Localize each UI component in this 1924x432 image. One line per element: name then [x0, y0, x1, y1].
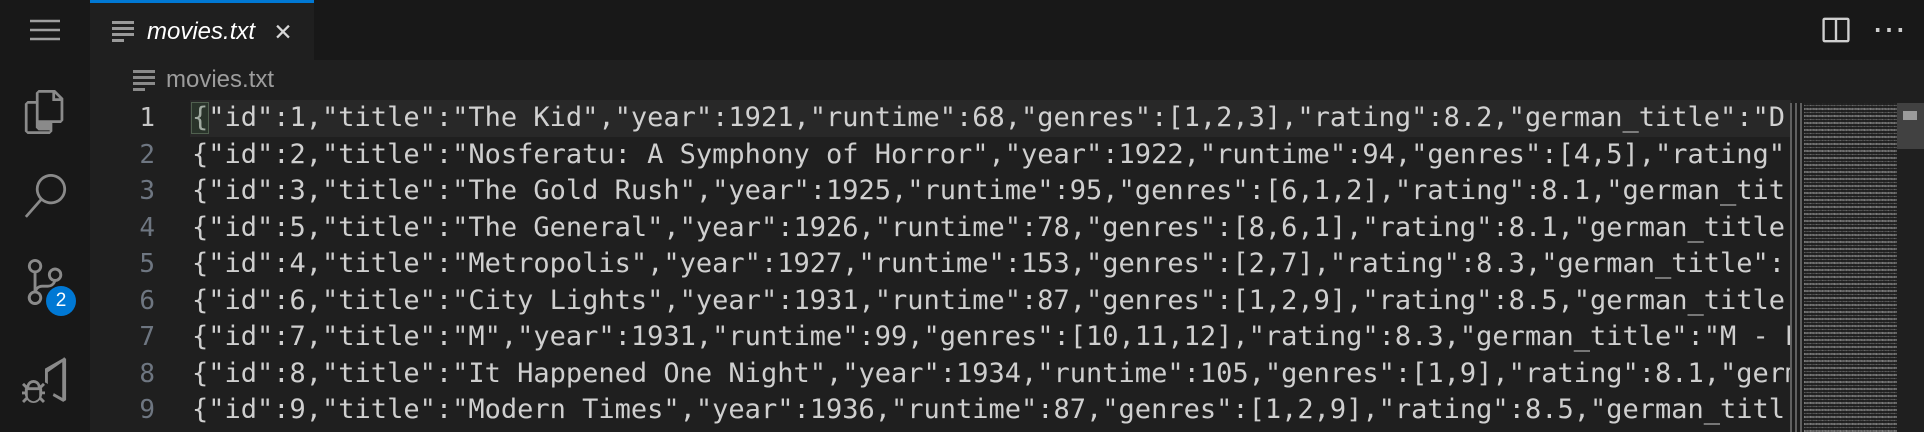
minimap-gutter-stripes	[1790, 103, 1804, 432]
activity-bar: 2	[0, 0, 90, 432]
menu-button[interactable]	[0, 8, 90, 52]
minimap[interactable]	[1790, 103, 1897, 432]
code-line[interactable]: 7 {"id":7,"title":"M","year":1931,"runti…	[90, 319, 1924, 356]
line-number: 5	[139, 249, 155, 279]
code-line[interactable]: 5 {"id":4,"title":"Metropolis","year":19…	[90, 246, 1924, 283]
source-control-button[interactable]: 2	[0, 256, 90, 316]
code-text: {"id":9,"title":"Modern Times","year":19…	[192, 394, 1786, 425]
code-line[interactable]: 2 {"id":2,"title":"Nosferatu: A Symphony…	[90, 137, 1924, 174]
line-number: 9	[139, 395, 155, 425]
run-debug-icon	[22, 357, 67, 403]
code-line[interactable]: 9 {"id":9,"title":"Modern Times","year":…	[90, 392, 1924, 429]
code-text: {"id":6,"title":"City Lights","year":193…	[192, 284, 1786, 316]
code-text: {"id":2,"title":"Nosferatu: A Symphony o…	[192, 138, 1786, 170]
code-text: {"id":7,"title":"M","year":1931,"runtime…	[192, 321, 1791, 352]
breadcrumb-file-label: movies.txt	[166, 66, 275, 93]
code-text: {"id":8,"title":"It Happened One Night",…	[192, 357, 1791, 389]
code-line[interactable]: 4 {"id":5,"title":"The General","year":1…	[90, 210, 1924, 247]
search-button[interactable]	[0, 170, 90, 222]
editor-group: movies.txt ✕ ⋯ movies.txt	[90, 0, 1924, 432]
code-editor[interactable]: 1 {"id":1,"title":"The Kid","year":1921,…	[90, 100, 1924, 432]
tab-bar: movies.txt ✕ ⋯	[90, 0, 1924, 60]
scrollbar-thumb[interactable]	[1897, 103, 1924, 149]
overview-ruler-cursor-mark	[1903, 111, 1917, 120]
code-line[interactable]: 1 {"id":1,"title":"The Kid","year":1921,…	[90, 100, 1924, 137]
source-control-badge: 2	[46, 286, 76, 316]
files-icon	[24, 90, 64, 134]
code-line[interactable]: 8 {"id":8,"title":"It Happened One Night…	[90, 356, 1924, 393]
file-icon	[112, 18, 134, 45]
code-text: {"id":3,"title":"The Gold Rush","year":1…	[192, 175, 1786, 206]
source-control-icon	[27, 259, 63, 305]
more-actions-button[interactable]: ⋯	[1872, 12, 1908, 48]
search-icon	[24, 174, 67, 218]
editor-actions: ⋯	[1818, 0, 1908, 60]
minimap-code-texture	[1804, 103, 1897, 432]
line-number: 2	[139, 139, 155, 170]
tab-movies-txt[interactable]: movies.txt ✕	[90, 0, 314, 60]
more-actions-icon: ⋯	[1872, 11, 1908, 49]
split-editor-button[interactable]	[1818, 12, 1854, 48]
line-number: 6	[139, 285, 155, 316]
explorer-button[interactable]	[0, 86, 90, 138]
tab-label: movies.txt	[147, 17, 256, 45]
line-number: 8	[139, 358, 155, 389]
code-line[interactable]: 6 {"id":6,"title":"City Lights","year":1…	[90, 283, 1924, 320]
file-icon	[133, 67, 155, 94]
code-text: {"id":4,"title":"Metropolis","year":1927…	[192, 248, 1786, 279]
run-debug-button[interactable]	[0, 354, 90, 406]
close-icon[interactable]: ✕	[268, 17, 298, 47]
menu-icon	[30, 19, 60, 41]
line-number: 3	[139, 176, 155, 206]
breadcrumb[interactable]: movies.txt	[90, 60, 1924, 100]
line-number: 7	[139, 322, 155, 352]
code-line[interactable]: 3 {"id":3,"title":"The Gold Rush","year"…	[90, 173, 1924, 210]
line-number: 4	[139, 212, 155, 243]
vertical-scrollbar[interactable]	[1897, 100, 1924, 432]
split-editor-icon	[1822, 17, 1850, 43]
code-text: {"id":1,"title":"The Kid","year":1921,"r…	[192, 102, 1786, 133]
line-number: 1	[139, 103, 155, 133]
code-text: {"id":5,"title":"The General","year":192…	[192, 211, 1786, 243]
